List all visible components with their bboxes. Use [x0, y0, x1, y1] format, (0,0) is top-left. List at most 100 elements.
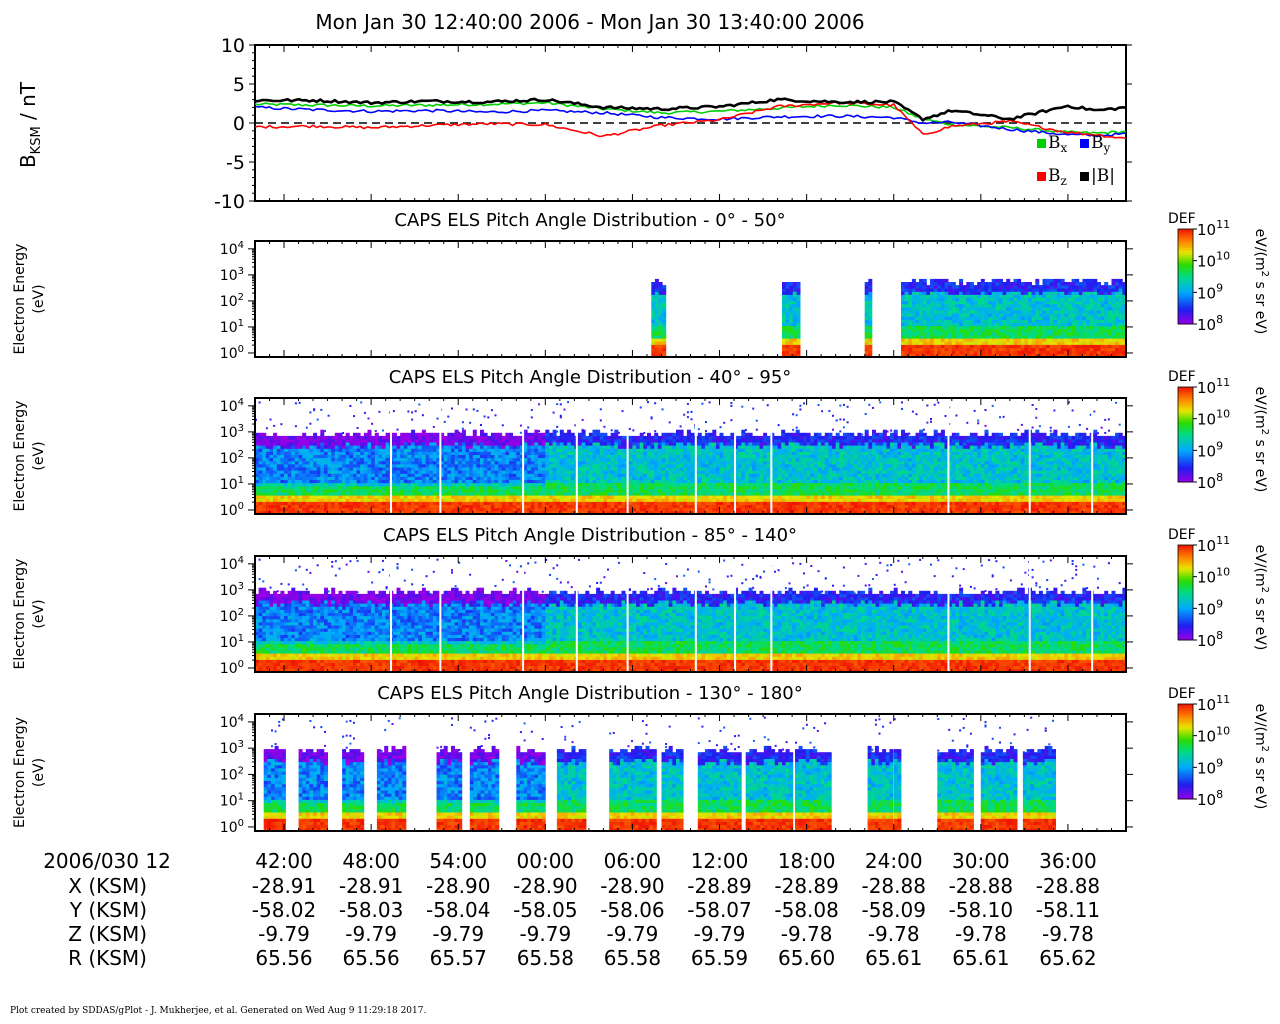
- spectrogram-cell: [614, 501, 619, 505]
- spectrogram-cell: [1035, 319, 1040, 323]
- spectrogram-cell: [538, 467, 543, 471]
- spectrogram-cell: [1111, 328, 1116, 333]
- spectrogram-cell: [559, 476, 564, 480]
- spectrogram-cell: [592, 504, 597, 509]
- spectrogram-cell: [563, 498, 568, 502]
- spectrogram-cell: [999, 341, 1003, 345]
- spectrogram-cell: [509, 470, 513, 474]
- spectrogram-cell: [273, 489, 278, 493]
- spectrogram-cell: [316, 473, 321, 477]
- spectrogram-cell: [498, 476, 503, 480]
- spectrogram-cell: [287, 498, 292, 502]
- spectrogram-cell: [407, 445, 412, 449]
- spectrogram-cell: [342, 467, 347, 471]
- spectrogram-cell: [919, 328, 924, 333]
- spectrogram-cell: [316, 476, 321, 480]
- spectrogram-cell: [588, 510, 593, 515]
- spectrogram-cell: [552, 439, 557, 443]
- spectrogram-cell: [411, 445, 416, 449]
- spectrogram-cell: [1013, 307, 1018, 311]
- spectrogram-cell: [651, 307, 656, 311]
- spectrogram-cell: [1104, 294, 1109, 298]
- spectrogram-cell: [1028, 328, 1032, 333]
- spectrogram-cell: [933, 335, 938, 339]
- spectrogram-cell: [342, 498, 347, 502]
- spectrogram-cell: [1042, 338, 1047, 342]
- spectrogram-cell: [782, 313, 786, 317]
- spectrogram-cell: [342, 442, 347, 446]
- spectrogram-cell: [951, 282, 956, 286]
- spectrogram-cell: [951, 328, 956, 333]
- spectrogram-cell: [418, 460, 423, 465]
- spectrogram-cell: [287, 451, 292, 455]
- spectrogram-cell: [432, 457, 437, 462]
- spectrogram-cell: [607, 439, 611, 443]
- spectrogram-cell: [654, 278, 659, 283]
- spectrogram-cell: [367, 448, 372, 452]
- spectrogram-cell: [1082, 300, 1087, 305]
- spectrogram-cell: [617, 485, 622, 490]
- spectrogram-cell: [868, 338, 873, 342]
- spectrogram-cell: [1075, 332, 1080, 336]
- spectrogram-cell: [789, 325, 794, 330]
- spectrogram-cell: [596, 429, 601, 434]
- spectrogram-cell: [959, 353, 964, 358]
- spectrogram-cell: [930, 322, 934, 327]
- spectrogram-cell: [516, 439, 521, 443]
- spectrogram-cell: [265, 454, 270, 459]
- spectrogram-cell: [447, 448, 452, 452]
- spectrogram-cell: [461, 498, 466, 502]
- spectrogram-cell: [915, 344, 920, 348]
- spectrogram-cell: [937, 316, 942, 320]
- spectrogram-cell: [636, 470, 641, 474]
- spectrogram-cell: [1020, 282, 1025, 286]
- spectrogram-cell: [919, 288, 924, 292]
- spectrogram-cell: [864, 353, 869, 358]
- spectrogram-cell: [552, 470, 557, 474]
- spectrogram-cell: [327, 501, 332, 505]
- spectrogram-cell: [338, 460, 343, 465]
- spectrogram-cell: [1038, 285, 1043, 289]
- spectrogram-cell: [276, 476, 281, 480]
- spectrogram-cell: [541, 454, 546, 459]
- spectrogram-cell: [476, 467, 481, 471]
- spectrogram-cell: [1064, 316, 1069, 320]
- spectrogram-cell: [1082, 350, 1087, 355]
- spectrogram-cell: [944, 294, 949, 298]
- spectrogram-cell: [1009, 338, 1014, 342]
- spectrogram-cell: [864, 328, 869, 333]
- spectrogram-cell: [596, 507, 601, 512]
- spectrogram-cell: [519, 495, 524, 499]
- spectrogram-cell: [999, 313, 1003, 317]
- spectrogram-cell: [1082, 282, 1087, 286]
- colorbar-segment: [1178, 255, 1193, 258]
- spectrogram-cell: [276, 501, 281, 505]
- spectrogram-cell: [658, 313, 663, 317]
- spectrogram-cell: [458, 460, 463, 465]
- spectrogram-cell: [988, 294, 993, 298]
- spectrogram-speckle: [567, 401, 570, 404]
- spectrogram-cell: [436, 448, 441, 452]
- spectrogram-cell: [374, 476, 379, 480]
- spectrogram-cell: [999, 278, 1003, 283]
- spectrogram-cell: [523, 448, 528, 452]
- spectrogram-cell: [658, 285, 663, 289]
- spectrogram-cell: [973, 335, 978, 339]
- spectrogram-cell: [519, 442, 524, 446]
- spectrogram-cell: [1122, 303, 1127, 308]
- spectrogram-cell: [966, 313, 971, 317]
- spectrogram-cell: [262, 448, 267, 452]
- colorbar-segment: [1178, 293, 1193, 296]
- spectrogram-cell: [1122, 338, 1127, 342]
- spectrogram-cell: [280, 445, 285, 449]
- spectrogram-cell: [955, 332, 960, 336]
- spectrogram-cell: [258, 495, 263, 499]
- spectrogram-cell: [977, 310, 982, 314]
- spectrogram-cell: [1017, 350, 1022, 355]
- spectrogram-cell: [651, 319, 656, 323]
- spectrogram-cell: [454, 448, 459, 452]
- spectrogram-cell: [465, 501, 470, 505]
- spectrogram-cell: [338, 457, 343, 462]
- spectrogram-cell: [418, 457, 423, 462]
- spectrogram-cell: [1082, 307, 1087, 311]
